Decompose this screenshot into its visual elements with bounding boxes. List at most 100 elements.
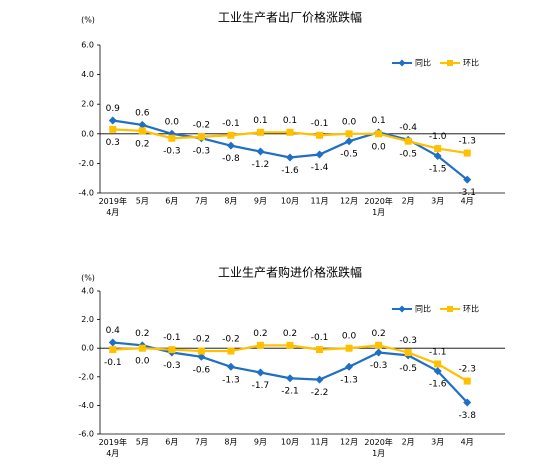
point [345, 130, 353, 138]
point [404, 348, 412, 356]
data-label: -0.3 [370, 361, 388, 371]
data-label: -2.2 [311, 388, 329, 398]
point [197, 352, 206, 361]
y-tick-label: -4.0 [78, 401, 94, 410]
x-tick-label: 3月 [431, 438, 444, 447]
x-tick-label: 2020年 1月 [364, 437, 392, 458]
y-tick-label: 4.0 [81, 70, 94, 79]
data-label: -0.2 [193, 120, 211, 130]
point [316, 346, 324, 354]
y-tick-label: 2.0 [81, 315, 94, 324]
x-tick-label: 4月 [461, 197, 474, 206]
legend-marker [447, 60, 453, 66]
y-tick-label: 0.0 [81, 344, 94, 353]
x-tick-label: 2020年 1月 [364, 196, 392, 217]
data-label: -3.8 [458, 411, 476, 421]
data-label: -2.3 [458, 365, 476, 375]
data-label: 0.9 [106, 104, 121, 114]
point [168, 346, 176, 354]
point [345, 137, 354, 146]
chart-title: 工业生产者出厂价格涨跌幅 [218, 10, 362, 25]
legend-label: 同比 [415, 58, 431, 68]
point [256, 368, 265, 377]
point [315, 150, 324, 159]
data-label: -0.1 [311, 333, 329, 343]
point [374, 348, 383, 357]
data-label: 0.2 [135, 139, 149, 149]
x-tick-label: 2019年 4月 [99, 437, 127, 458]
y-tick-label: 4.0 [81, 287, 94, 296]
point [434, 145, 442, 153]
data-label: -0.1 [104, 358, 122, 368]
data-label: 0.2 [253, 329, 267, 339]
x-tick-label: 12月 [340, 197, 358, 206]
point [138, 120, 147, 129]
data-label: -0.6 [193, 365, 211, 375]
y-tick-label: -4.0 [78, 189, 94, 198]
data-label: -0.3 [163, 361, 181, 371]
x-tick-label: 2月 [402, 197, 415, 206]
data-label: 0.2 [371, 329, 385, 339]
legend-marker [447, 306, 453, 312]
x-tick-label: 10月 [281, 438, 299, 447]
x-tick-label: 8月 [224, 438, 237, 447]
point [256, 341, 264, 349]
point [434, 360, 442, 368]
data-label: -0.2 [222, 335, 240, 345]
point [256, 128, 264, 136]
data-label: 0.0 [165, 117, 180, 127]
x-tick-label: 5月 [136, 197, 149, 206]
x-tick-label: 6月 [165, 197, 178, 206]
y-tick-label: -2.0 [78, 372, 94, 381]
point [316, 131, 324, 139]
point [286, 374, 294, 383]
data-label: -1.1 [429, 347, 447, 357]
y-tick-label: -2.0 [78, 159, 94, 168]
point [463, 377, 471, 385]
x-tick-label: 2019年 4月 [99, 196, 127, 217]
data-label: 0.6 [135, 108, 150, 118]
point [463, 149, 471, 157]
point [108, 338, 117, 347]
point [315, 375, 324, 384]
legend-label: 同比 [415, 304, 431, 314]
data-label: -2.1 [281, 387, 299, 397]
data-label: -1.3 [222, 375, 240, 385]
data-label: -1.3 [340, 375, 358, 385]
point [433, 367, 442, 376]
point [286, 341, 294, 349]
x-tick-label: 11月 [310, 197, 328, 206]
data-label: -1.3 [458, 137, 476, 147]
data-label: -0.3 [399, 336, 417, 346]
x-tick-label: 7月 [195, 438, 208, 447]
point [226, 141, 235, 150]
point [433, 152, 442, 160]
x-tick-label: 9月 [254, 197, 267, 206]
point [286, 128, 294, 136]
x-tick-label: 2月 [402, 438, 415, 447]
x-tick-label: 8月 [224, 197, 237, 206]
data-label: -0.5 [399, 150, 417, 160]
data-label: -1.6 [429, 380, 447, 390]
x-tick-label: 11月 [310, 438, 328, 447]
x-tick-label: 12月 [340, 438, 358, 447]
data-label: 0.0 [371, 142, 386, 152]
data-label: -1.7 [252, 381, 270, 391]
legend-label: 环比 [463, 304, 479, 314]
data-label: 0.0 [342, 332, 357, 342]
x-tick-label: 6月 [165, 438, 178, 447]
point [463, 175, 472, 184]
y-tick-label: 2.0 [81, 100, 94, 109]
data-label: 0.4 [106, 326, 121, 336]
data-label: 0.0 [135, 357, 150, 367]
data-label: 0.0 [342, 117, 357, 127]
chart-title: 工业生产者购进价格涨跌幅 [218, 265, 362, 280]
y-tick-label: -6.0 [78, 430, 94, 439]
x-tick-label: 10月 [281, 197, 299, 206]
point [404, 137, 412, 145]
data-label: 0.1 [283, 116, 297, 126]
x-tick-label: 4月 [461, 438, 474, 447]
data-label: -0.2 [193, 335, 211, 345]
data-label: 0.2 [283, 329, 297, 339]
